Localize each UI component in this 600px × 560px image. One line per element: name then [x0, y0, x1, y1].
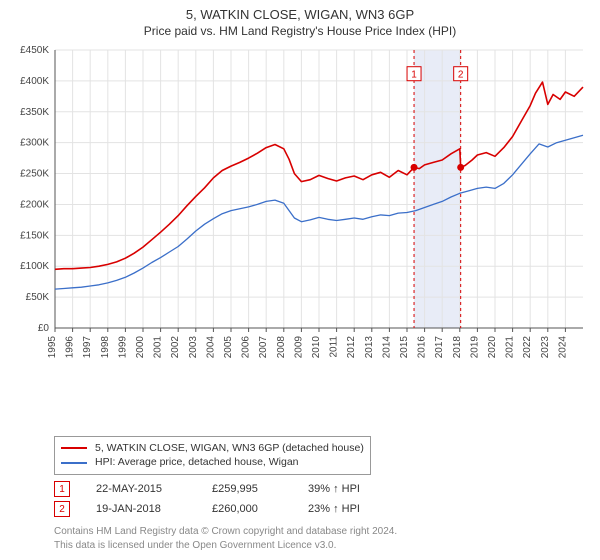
svg-text:£0: £0: [38, 323, 50, 334]
svg-text:1997: 1997: [82, 335, 93, 358]
legend-item: HPI: Average price, detached house, Wiga…: [61, 455, 364, 470]
svg-text:2008: 2008: [276, 335, 287, 358]
svg-text:2019: 2019: [469, 335, 480, 358]
line-chart: £0 £50K £100K £150K £200K £250K £300K £350K £400…: [10, 42, 590, 432]
svg-text:2014: 2014: [381, 335, 392, 358]
chart-container: 5, WATKIN CLOSE, WIGAN, WN3 6GP Price pa…: [0, 0, 600, 560]
svg-text:2007: 2007: [258, 335, 269, 358]
svg-text:2002: 2002: [170, 335, 181, 358]
page-subtitle: Price paid vs. HM Land Registry's House …: [10, 24, 590, 38]
svg-text:2017: 2017: [434, 335, 445, 358]
svg-text:£350K: £350K: [20, 106, 49, 117]
svg-text:2011: 2011: [329, 335, 340, 357]
footnote: Contains HM Land Registry data © Crown c…: [54, 525, 590, 552]
transactions: 1 22-MAY-2015 £259,995 39% ↑ HPI 2 19-JA…: [54, 481, 590, 521]
chart-svg: £0 £50K £100K £150K £200K £250K £300K £350K £400…: [10, 42, 590, 372]
svg-text:£200K: £200K: [20, 199, 49, 210]
svg-text:2024: 2024: [557, 335, 568, 358]
svg-text:2018: 2018: [452, 335, 463, 358]
svg-text:2022: 2022: [522, 335, 533, 358]
svg-text:£300K: £300K: [20, 137, 49, 148]
footnote-line: Contains HM Land Registry data © Crown c…: [54, 525, 590, 539]
svg-text:1998: 1998: [100, 335, 111, 358]
svg-text:2006: 2006: [241, 335, 252, 358]
svg-text:£400K: £400K: [20, 75, 49, 86]
svg-text:1995: 1995: [47, 335, 58, 358]
svg-text:£250K: £250K: [20, 168, 49, 179]
transaction-diff: 23% ↑ HPI: [308, 503, 398, 515]
svg-text:£50K: £50K: [26, 292, 50, 303]
svg-text:2003: 2003: [188, 335, 199, 358]
svg-text:2020: 2020: [487, 335, 498, 358]
svg-text:2012: 2012: [346, 335, 357, 358]
svg-text:1996: 1996: [65, 335, 76, 358]
svg-text:2005: 2005: [223, 335, 234, 358]
svg-text:1: 1: [411, 69, 417, 80]
transaction-row: 2 19-JAN-2018 £260,000 23% ↑ HPI: [54, 501, 590, 517]
legend-label: 5, WATKIN CLOSE, WIGAN, WN3 6GP (detache…: [95, 441, 364, 456]
transaction-date: 19-JAN-2018: [96, 503, 186, 515]
svg-text:2: 2: [458, 69, 464, 80]
transaction-marker: 1: [54, 481, 70, 497]
legend-label: HPI: Average price, detached house, Wiga…: [95, 455, 299, 470]
svg-text:2000: 2000: [135, 335, 146, 358]
transaction-marker: 2: [54, 501, 70, 517]
page-title: 5, WATKIN CLOSE, WIGAN, WN3 6GP: [10, 6, 590, 24]
legend-swatch: [61, 447, 87, 449]
transaction-diff: 39% ↑ HPI: [308, 483, 398, 495]
svg-text:2010: 2010: [311, 335, 322, 358]
legend-item: 5, WATKIN CLOSE, WIGAN, WN3 6GP (detache…: [61, 441, 364, 456]
svg-text:2013: 2013: [364, 335, 375, 358]
svg-text:2009: 2009: [293, 335, 304, 358]
legend-swatch: [61, 462, 87, 464]
svg-text:2004: 2004: [205, 335, 216, 358]
svg-text:1999: 1999: [117, 335, 128, 358]
footnote-line: This data is licensed under the Open Gov…: [54, 539, 590, 553]
svg-text:2015: 2015: [399, 335, 410, 358]
svg-text:£100K: £100K: [20, 261, 49, 272]
svg-text:£450K: £450K: [20, 45, 49, 56]
svg-text:2023: 2023: [540, 335, 551, 358]
svg-text:2021: 2021: [505, 335, 516, 358]
transaction-date: 22-MAY-2015: [96, 483, 186, 495]
transaction-price: £260,000: [212, 503, 282, 515]
svg-text:£150K: £150K: [20, 230, 49, 241]
svg-text:2001: 2001: [153, 335, 164, 358]
svg-text:2016: 2016: [417, 335, 428, 358]
transaction-price: £259,995: [212, 483, 282, 495]
transaction-row: 1 22-MAY-2015 £259,995 39% ↑ HPI: [54, 481, 590, 497]
legend: 5, WATKIN CLOSE, WIGAN, WN3 6GP (detache…: [54, 436, 371, 475]
